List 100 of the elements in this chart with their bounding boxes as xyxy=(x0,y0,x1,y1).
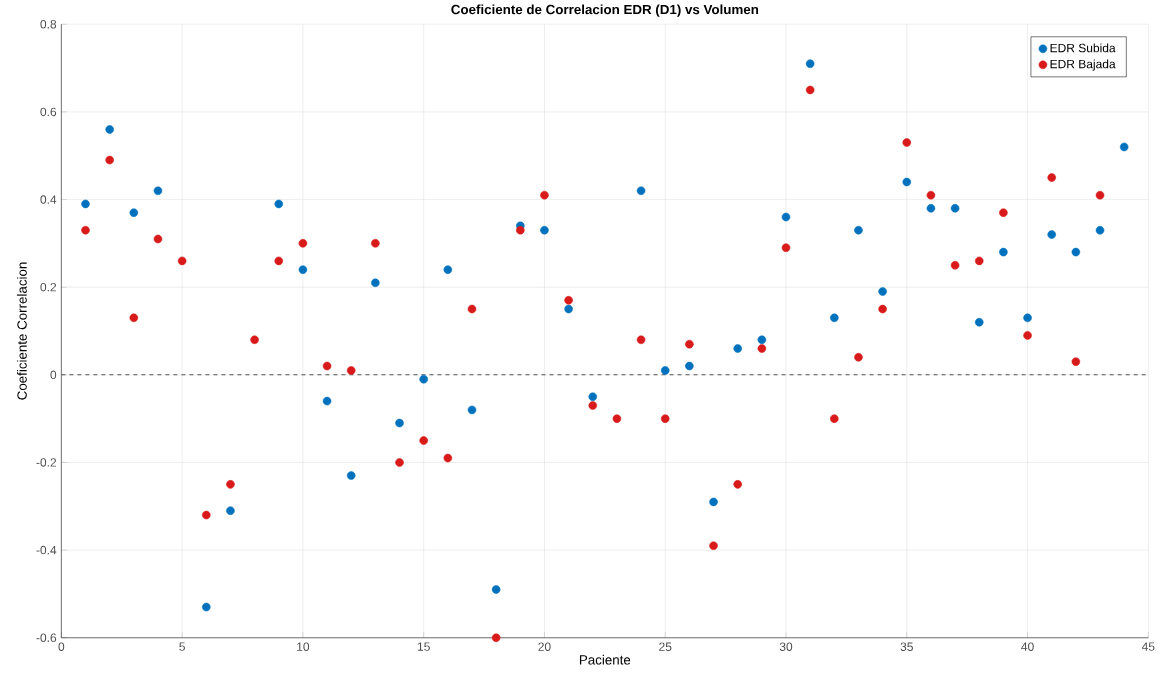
point xyxy=(1023,331,1032,340)
x-tick-label: 20 xyxy=(538,642,551,651)
point xyxy=(202,510,211,520)
point xyxy=(926,190,936,200)
point xyxy=(974,317,984,327)
point xyxy=(371,239,380,248)
point xyxy=(950,203,960,213)
point xyxy=(878,304,887,314)
point xyxy=(685,361,694,371)
point xyxy=(805,59,815,68)
point xyxy=(902,177,912,187)
point xyxy=(153,186,163,195)
point xyxy=(491,585,501,594)
x-tick-label: 45 xyxy=(1141,642,1155,651)
point xyxy=(346,471,356,480)
y-tick-label: 0.2 xyxy=(40,282,57,292)
point xyxy=(588,392,598,401)
point xyxy=(153,234,163,244)
point xyxy=(757,335,767,344)
point xyxy=(1047,230,1056,239)
x-tick-label: 25 xyxy=(659,642,672,651)
y-axis-title: Coeficiente Correlacion xyxy=(17,262,27,400)
point xyxy=(854,225,863,235)
point xyxy=(781,212,791,222)
point xyxy=(540,190,549,200)
x-tick-label: 40 xyxy=(1021,642,1034,651)
point xyxy=(974,256,984,266)
point xyxy=(1095,190,1105,200)
point xyxy=(709,497,718,507)
point xyxy=(129,208,139,217)
point xyxy=(902,138,912,147)
point xyxy=(1071,247,1081,257)
point xyxy=(395,458,404,467)
point xyxy=(636,186,646,195)
point xyxy=(1095,225,1105,235)
point xyxy=(177,256,187,266)
point xyxy=(878,287,887,296)
point xyxy=(540,225,549,235)
point xyxy=(999,247,1008,257)
point xyxy=(467,304,477,314)
point xyxy=(1023,313,1032,323)
point xyxy=(226,480,235,489)
point xyxy=(733,344,742,353)
point xyxy=(395,418,404,428)
point xyxy=(854,352,863,362)
point xyxy=(950,260,960,270)
point xyxy=(129,313,139,323)
point xyxy=(588,401,598,410)
x-tick-label: 5 xyxy=(179,642,185,651)
point xyxy=(830,313,839,323)
x-axis-title: Paciente xyxy=(579,654,631,665)
point xyxy=(298,265,308,274)
y-tick-label: 0.4 xyxy=(40,195,57,204)
point xyxy=(830,414,839,423)
point xyxy=(81,225,90,235)
point xyxy=(250,335,259,344)
point xyxy=(443,453,453,463)
point xyxy=(105,155,114,165)
chart-title: Coeficiente de Correlacion EDR (D1) vs Volumen xyxy=(451,4,759,17)
legend-label: EDR Bajada xyxy=(1050,59,1116,71)
y-tick-label: 0.6 xyxy=(40,107,57,117)
point xyxy=(733,480,742,489)
point xyxy=(322,396,332,406)
point xyxy=(274,199,284,209)
point xyxy=(612,414,622,423)
y-tick-label: -0.6 xyxy=(36,633,57,642)
point xyxy=(419,374,428,384)
point xyxy=(1071,357,1081,366)
y-tick-label: -0.4 xyxy=(36,545,57,555)
legend-label: EDR Subida xyxy=(1050,43,1116,53)
point xyxy=(660,414,670,423)
point xyxy=(685,339,694,349)
point xyxy=(805,85,815,95)
point xyxy=(274,256,284,266)
point xyxy=(564,296,573,305)
y-tick-label: 0.8 xyxy=(40,19,57,29)
point xyxy=(757,344,767,353)
point xyxy=(105,125,114,134)
point xyxy=(516,225,525,235)
point xyxy=(999,208,1008,217)
point xyxy=(202,602,211,612)
x-tick-label: 0 xyxy=(58,642,65,651)
y-tick-label: -0.2 xyxy=(36,458,57,467)
point xyxy=(660,366,670,375)
x-tick-label: 15 xyxy=(417,642,430,651)
point xyxy=(709,541,718,550)
point xyxy=(346,366,356,375)
point xyxy=(298,239,308,248)
x-tick-label: 30 xyxy=(779,642,793,651)
point xyxy=(81,199,90,209)
x-tick-label: 35 xyxy=(900,642,913,651)
point xyxy=(1119,142,1129,152)
point xyxy=(371,278,380,288)
point xyxy=(467,405,477,415)
point xyxy=(322,361,332,371)
y-tick-label: 0 xyxy=(50,370,57,380)
point xyxy=(419,436,428,445)
point xyxy=(926,203,936,213)
point xyxy=(491,633,501,642)
point xyxy=(1047,173,1056,182)
